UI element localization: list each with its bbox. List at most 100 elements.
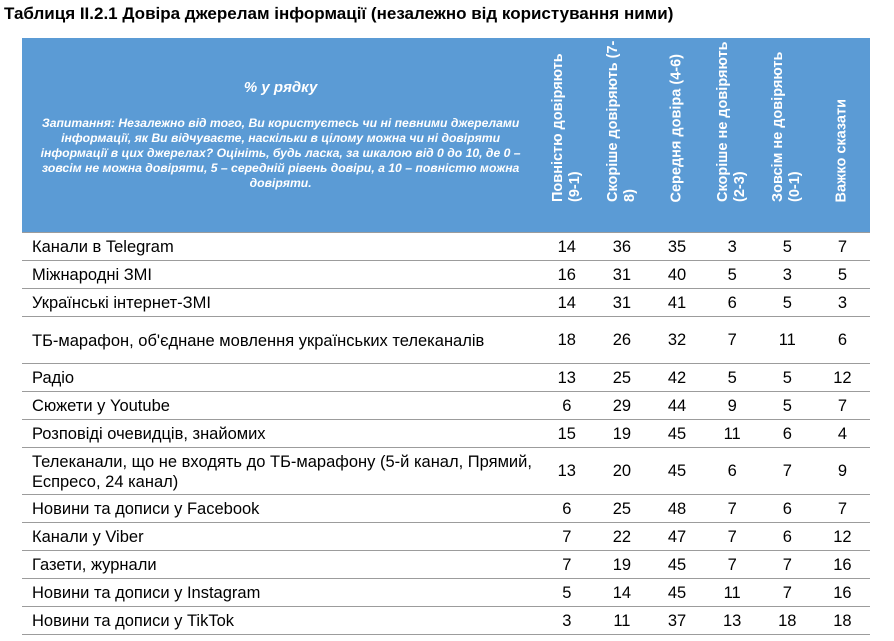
cell-value: 3 xyxy=(539,606,595,635)
cell-value: 6 xyxy=(814,316,870,364)
cell-value: 45 xyxy=(649,550,705,579)
cell-value: 42 xyxy=(649,363,705,392)
cell-value: 7 xyxy=(704,316,760,364)
cell-value: 16 xyxy=(814,550,870,579)
cell-value: 31 xyxy=(594,288,650,317)
row-label: Радіо xyxy=(22,363,540,392)
column-header-hard-to-say: Важко сказати xyxy=(814,38,870,233)
cell-value: 11 xyxy=(704,419,760,448)
cell-value: 6 xyxy=(704,447,760,495)
cell-value: 6 xyxy=(759,494,815,523)
table-row: Новини та дописи у Facebook 6 25 48 7 6 … xyxy=(22,494,870,523)
row-label: Канали в Telegram xyxy=(22,232,540,261)
cell-value: 4 xyxy=(814,419,870,448)
cell-value: 14 xyxy=(594,578,650,607)
row-label: Новини та дописи у TikTok xyxy=(22,606,540,635)
cell-value: 3 xyxy=(759,260,815,289)
table-row: Телеканали, що не входять до ТБ-марафону… xyxy=(22,447,870,495)
column-header-label: Повністю довіряють (9-1) xyxy=(549,53,583,202)
cell-value: 14 xyxy=(539,232,595,261)
column-header-fully-distrust: Зовсім не довіряють (0-1) xyxy=(759,38,815,233)
row-label: Новини та дописи у Facebook xyxy=(22,494,540,523)
cell-value: 13 xyxy=(539,447,595,495)
cell-value: 9 xyxy=(704,391,760,420)
cell-value: 44 xyxy=(649,391,705,420)
cell-value: 18 xyxy=(759,606,815,635)
cell-value: 5 xyxy=(759,391,815,420)
survey-question: Запитання: Незалежно від того, Ви корист… xyxy=(40,116,521,190)
table-header-row: % у рядку Запитання: Незалежно від того,… xyxy=(22,38,870,233)
table-row: Розповіді очевидців, знайомих 15 19 45 1… xyxy=(22,419,870,448)
cell-value: 11 xyxy=(759,316,815,364)
cell-value: 6 xyxy=(759,522,815,551)
cell-value: 12 xyxy=(814,522,870,551)
cell-value: 11 xyxy=(704,578,760,607)
cell-value: 7 xyxy=(759,578,815,607)
header-label-cell: % у рядку Запитання: Незалежно від того,… xyxy=(22,38,540,233)
row-label: Сюжети у Youtube xyxy=(22,391,540,420)
cell-value: 20 xyxy=(594,447,650,495)
table-row: Новини та дописи у Instagram 5 14 45 11 … xyxy=(22,578,870,607)
table-row: ТБ-марафон, об'єднане мовлення українськ… xyxy=(22,316,870,364)
row-label: Газети, журнали xyxy=(22,550,540,579)
cell-value: 9 xyxy=(814,447,870,495)
cell-value: 45 xyxy=(649,419,705,448)
cell-value: 14 xyxy=(539,288,595,317)
row-label: Українські інтернет-ЗМІ xyxy=(22,288,540,317)
cell-value: 16 xyxy=(539,260,595,289)
cell-value: 18 xyxy=(814,606,870,635)
cell-value: 5 xyxy=(704,260,760,289)
table-row: Газети, журнали 7 19 45 7 7 16 xyxy=(22,550,870,579)
cell-value: 6 xyxy=(704,288,760,317)
cell-value: 45 xyxy=(649,578,705,607)
cell-value: 3 xyxy=(704,232,760,261)
row-label: Телеканали, що не входять до ТБ-марафону… xyxy=(22,447,540,495)
row-label: Розповіді очевидців, знайомих xyxy=(22,419,540,448)
cell-value: 48 xyxy=(649,494,705,523)
cell-value: 5 xyxy=(759,288,815,317)
cell-value: 7 xyxy=(814,391,870,420)
cell-value: 7 xyxy=(814,494,870,523)
row-label: Новини та дописи у Instagram xyxy=(22,578,540,607)
cell-value: 7 xyxy=(759,447,815,495)
row-label: Міжнародні ЗМІ xyxy=(22,260,540,289)
table-row: Канали в Telegram 14 36 35 3 5 7 xyxy=(22,232,870,261)
cell-value: 12 xyxy=(814,363,870,392)
cell-value: 5 xyxy=(759,363,815,392)
cell-value: 6 xyxy=(539,391,595,420)
cell-value: 32 xyxy=(649,316,705,364)
cell-value: 25 xyxy=(594,494,650,523)
cell-value: 19 xyxy=(594,419,650,448)
column-header-label: Важко сказати xyxy=(833,98,850,202)
table-row: Українські інтернет-ЗМІ 14 31 41 6 5 3 xyxy=(22,288,870,317)
trust-table: % у рядку Запитання: Незалежно від того,… xyxy=(22,38,870,635)
cell-value: 15 xyxy=(539,419,595,448)
cell-value: 36 xyxy=(594,232,650,261)
percent-label: % у рядку xyxy=(243,79,318,96)
cell-value: 41 xyxy=(649,288,705,317)
cell-value: 47 xyxy=(649,522,705,551)
table-row: Радіо 13 25 42 5 5 12 xyxy=(22,363,870,392)
cell-value: 26 xyxy=(594,316,650,364)
cell-value: 35 xyxy=(649,232,705,261)
cell-value: 31 xyxy=(594,260,650,289)
column-header-medium-trust: Середня довіра (4-6) xyxy=(649,38,705,233)
cell-value: 5 xyxy=(704,363,760,392)
cell-value: 16 xyxy=(814,578,870,607)
cell-value: 37 xyxy=(649,606,705,635)
cell-value: 22 xyxy=(594,522,650,551)
cell-value: 13 xyxy=(704,606,760,635)
cell-value: 7 xyxy=(539,550,595,579)
table-row: Новини та дописи у TikTok 3 11 37 13 18 … xyxy=(22,606,870,635)
cell-value: 5 xyxy=(759,232,815,261)
cell-value: 25 xyxy=(594,363,650,392)
cell-value: 6 xyxy=(759,419,815,448)
column-header-rather-trust: Скоріше довіряють (7-8) xyxy=(594,38,650,233)
cell-value: 29 xyxy=(594,391,650,420)
table-title: Таблиця ІІ.2.1 Довіра джерелам інформаці… xyxy=(4,4,674,23)
cell-value: 19 xyxy=(594,550,650,579)
cell-value: 7 xyxy=(759,550,815,579)
cell-value: 40 xyxy=(649,260,705,289)
column-header-label: Скоріше не довіряють (2-3) xyxy=(715,41,749,202)
cell-value: 3 xyxy=(814,288,870,317)
